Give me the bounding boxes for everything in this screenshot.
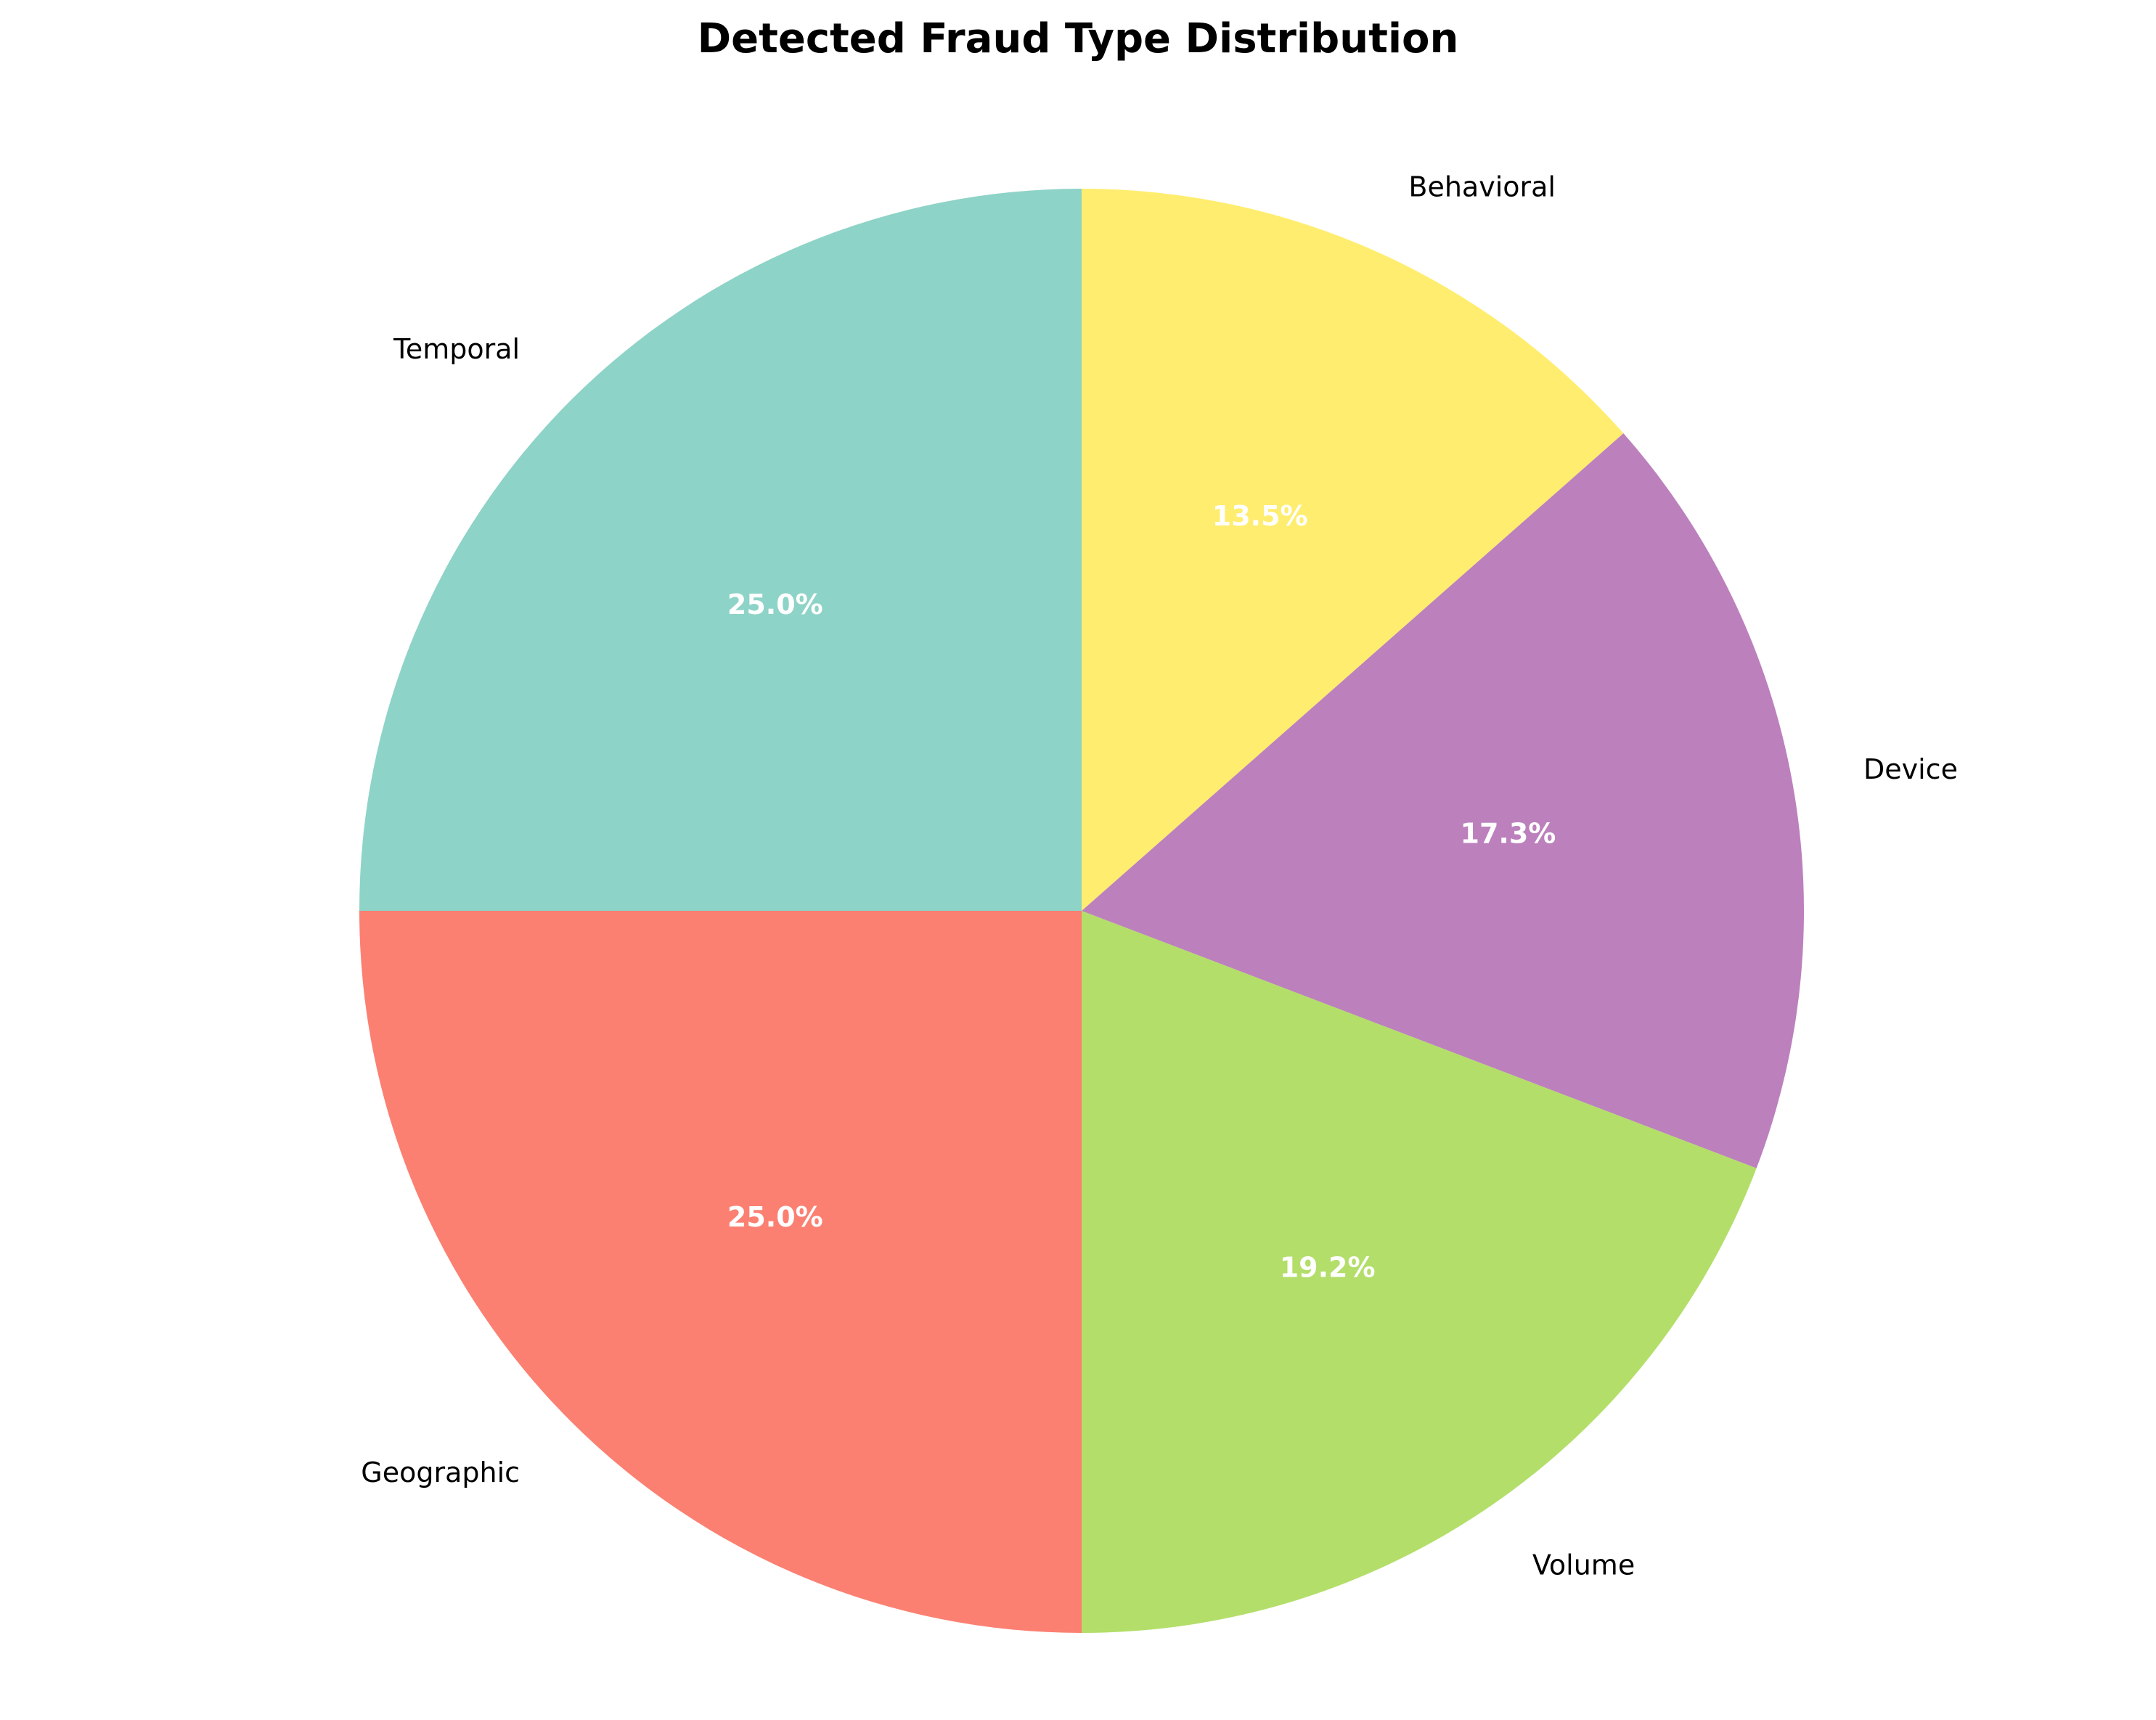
slice-label-device: Device — [1863, 753, 1958, 785]
slice-percent-temporal: 25.0% — [727, 589, 823, 621]
slice-label-volume: Volume — [1532, 1549, 1635, 1581]
pie-slices — [359, 189, 1804, 1633]
pie-slice-volume — [1082, 911, 1757, 1633]
slice-percent-geographic: 25.0% — [727, 1201, 823, 1233]
pie-slice-temporal — [359, 189, 1082, 911]
slice-label-geographic: Geographic — [361, 1457, 520, 1488]
pie-labels: Temporal 25.0% Geographic 25.0% Volume 19.2% D… — [361, 171, 1958, 1581]
slice-percent-device: 17.3% — [1461, 818, 1556, 850]
pie-slice-device — [1082, 433, 1804, 1168]
slice-label-behavioral: Behavioral — [1408, 171, 1556, 202]
slice-label-temporal: Temporal — [393, 333, 520, 365]
slice-percent-behavioral: 13.5% — [1212, 500, 1308, 532]
slice-percent-volume: 19.2% — [1280, 1252, 1376, 1284]
pie-slice-behavioral — [1082, 189, 1624, 911]
chart-title: Detected Fraud Type Distribution — [697, 15, 1459, 62]
pie-slice-geographic — [359, 911, 1082, 1633]
